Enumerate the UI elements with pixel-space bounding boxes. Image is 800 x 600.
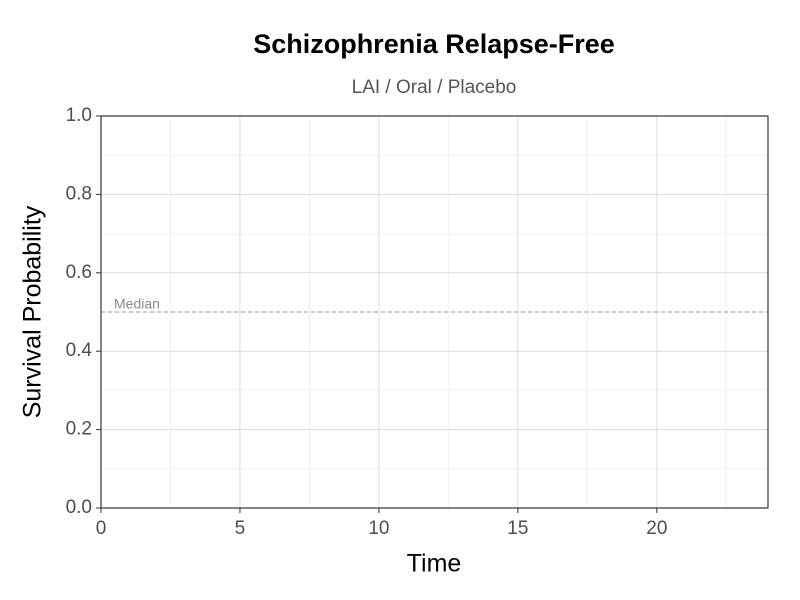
x-tick-label: 0	[96, 518, 107, 539]
x-tick-label: 20	[646, 518, 667, 539]
y-tick-label: 0.6	[66, 262, 92, 283]
plot-border	[100, 115, 769, 509]
y-tick-label: 0.4	[66, 340, 93, 361]
chart-subtitle: LAI / Oral / Placebo	[352, 77, 517, 98]
annotation-label: Median	[114, 296, 160, 312]
y-axis-title: Survival Probability	[19, 205, 47, 418]
y-tick-label: 0.0	[66, 497, 92, 518]
y-tick-label: 0.2	[66, 419, 92, 440]
y-tick-label: 0.8	[66, 183, 92, 204]
x-tick-label: 15	[507, 518, 528, 539]
y-tick-label: 1.0	[66, 105, 92, 126]
x-axis-title: Time	[407, 550, 462, 578]
x-tick-label: 5	[235, 518, 246, 539]
x-tick-label: 10	[368, 518, 389, 539]
chart-title: Schizophrenia Relapse-Free	[253, 29, 615, 59]
